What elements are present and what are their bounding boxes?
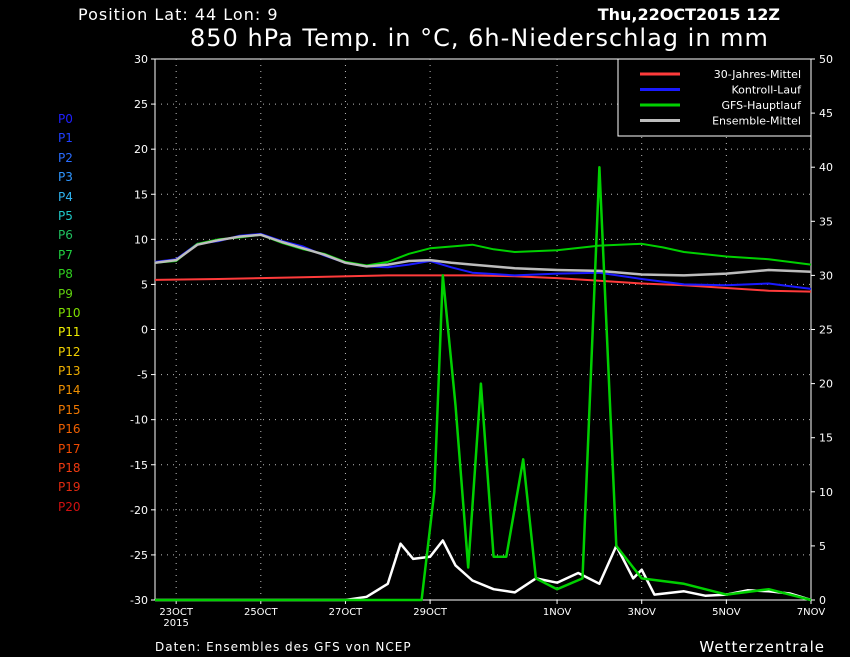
x-tick-label: 5NOV — [712, 607, 741, 618]
y-left-tick-label: 15 — [134, 188, 148, 201]
member-label-p7: P7 — [58, 247, 73, 262]
y-left-tick-label: 25 — [134, 98, 148, 111]
y-right-tick-label: 25 — [819, 324, 833, 337]
member-label-p18: P18 — [58, 461, 81, 476]
y-left-tick-label: -10 — [130, 414, 148, 427]
member-label-p10: P10 — [58, 305, 81, 320]
data-source-label: Daten: Ensembles des GFS von NCEP — [155, 640, 412, 654]
member-label-p8: P8 — [58, 267, 73, 282]
y-left-tick-label: -20 — [130, 504, 148, 517]
member-label-p13: P13 — [58, 364, 81, 379]
series-line-0 — [154, 274, 812, 293]
chart-title: 850 hPa Temp. in °C, 6h-Niederschlag in … — [190, 24, 769, 52]
series-line-5 — [155, 165, 812, 602]
member-label-p6: P6 — [58, 228, 73, 243]
legend-entry: GFS-Hauptlauf — [721, 99, 802, 112]
y-right-tick-label: 50 — [819, 53, 833, 66]
x-tick-sublabel: 2015 — [163, 618, 188, 629]
member-label-p5: P5 — [58, 208, 73, 223]
y-left-tick-label: -30 — [130, 594, 148, 607]
brand-label: Wetterzentrale — [699, 638, 825, 656]
series-line-1 — [154, 232, 812, 290]
y-right-tick-label: 20 — [819, 378, 833, 391]
member-label-p12: P12 — [58, 344, 81, 359]
member-label-p19: P19 — [58, 480, 81, 495]
member-label-p17: P17 — [58, 441, 81, 456]
y-left-tick-label: -15 — [130, 459, 148, 472]
y-left-tick-label: -5 — [137, 369, 148, 382]
ensemble-member-list: P0 P1 P2 P3 P4 P5 P6 P7 P8 P9 P10 P11 P12 P13 P14 P15 P1… — [58, 110, 81, 517]
y-right-tick-label: 45 — [819, 107, 833, 120]
x-tick-label: 27OCT — [329, 607, 364, 618]
member-label-p0: P0 — [58, 112, 73, 126]
y-right-tick-label: 35 — [819, 215, 833, 228]
y-left-tick-label: 30 — [134, 53, 148, 66]
x-tick-label: 25OCT — [244, 607, 279, 618]
x-tick-label: 1NOV — [543, 607, 572, 618]
member-label-p2: P2 — [58, 150, 73, 165]
member-label-p16: P16 — [58, 422, 81, 437]
series-line-4 — [155, 539, 812, 602]
x-tick-label: 7NOV — [797, 607, 826, 618]
y-right-tick-label: 40 — [819, 161, 833, 174]
y-right-tick-label: 30 — [819, 269, 833, 282]
y-left-tick-label: 10 — [134, 233, 148, 246]
y-right-tick-label: 0 — [819, 594, 826, 607]
member-label-p15: P15 — [58, 402, 81, 417]
legend-entry: Kontroll-Lauf — [732, 84, 803, 97]
y-right-tick-label: 10 — [819, 486, 833, 499]
x-tick-label: 23OCT — [159, 607, 194, 618]
x-tick-label: 29OCT — [413, 607, 448, 618]
y-left-tick-label: 0 — [141, 324, 148, 337]
run-date-label: Thu,22OCT2015 12Z — [597, 5, 780, 24]
y-left-tick-label: -25 — [130, 549, 148, 562]
y-left-tick-label: 5 — [141, 278, 148, 291]
member-label-p9: P9 — [58, 286, 73, 301]
position-label: Position Lat: 44 Lon: 9 — [78, 5, 279, 24]
member-label-p4: P4 — [58, 189, 73, 204]
member-label-p14: P14 — [58, 383, 81, 398]
series-line-3 — [154, 233, 812, 277]
y-left-tick-label: 20 — [134, 143, 148, 156]
plot-frame — [154, 58, 812, 601]
legend-entry: 30-Jahres-Mittel — [714, 68, 801, 81]
series-line-2 — [154, 233, 812, 267]
x-tick-label: 3NOV — [628, 607, 657, 618]
legend-entry: Ensemble-Mittel — [712, 115, 801, 128]
member-label-p3: P3 — [58, 170, 73, 185]
member-label-p1: P1 — [58, 131, 73, 146]
member-label-p11: P11 — [58, 325, 81, 340]
y-right-tick-label: 5 — [819, 540, 826, 553]
y-right-tick-label: 15 — [819, 432, 833, 445]
legend-box — [617, 58, 812, 137]
member-label-p20: P20 — [58, 499, 81, 514]
